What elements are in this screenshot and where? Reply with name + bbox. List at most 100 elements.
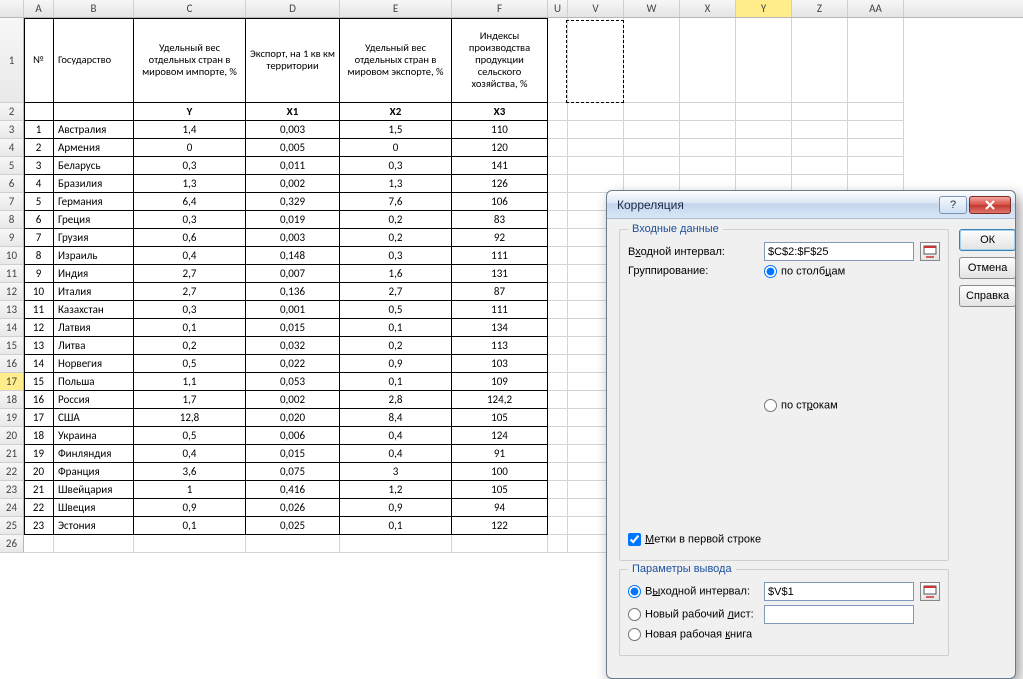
- cell[interactable]: 1,1: [134, 373, 246, 391]
- cell[interactable]: [548, 391, 568, 409]
- cell[interactable]: 1,3: [340, 175, 452, 193]
- cell[interactable]: 0,1: [340, 373, 452, 391]
- cell[interactable]: X2: [340, 103, 452, 121]
- cell[interactable]: 9: [24, 265, 54, 283]
- cell[interactable]: 134: [452, 319, 548, 337]
- cell[interactable]: 0,011: [246, 157, 340, 175]
- cell[interactable]: 1: [134, 481, 246, 499]
- column-header[interactable]: E: [340, 0, 452, 17]
- cell[interactable]: [24, 535, 54, 553]
- cell[interactable]: [548, 445, 568, 463]
- cell[interactable]: [54, 535, 134, 553]
- cell[interactable]: [24, 103, 54, 121]
- cell[interactable]: 0,4: [134, 445, 246, 463]
- cell[interactable]: [548, 481, 568, 499]
- cell[interactable]: 124: [452, 427, 548, 445]
- cell[interactable]: 7: [24, 229, 54, 247]
- cell[interactable]: [792, 121, 848, 139]
- cell[interactable]: Грузия: [54, 229, 134, 247]
- cell[interactable]: 22: [24, 499, 54, 517]
- cell[interactable]: [792, 103, 848, 121]
- cell[interactable]: 0,2: [340, 337, 452, 355]
- cell[interactable]: 0: [340, 139, 452, 157]
- cell[interactable]: [548, 517, 568, 535]
- cell[interactable]: 0,3: [134, 301, 246, 319]
- new-sheet-radio[interactable]: Новый рабочий лист:: [628, 608, 758, 621]
- cell[interactable]: Норвегия: [54, 355, 134, 373]
- cell[interactable]: 122: [452, 517, 548, 535]
- cell[interactable]: 103: [452, 355, 548, 373]
- cell[interactable]: 10: [24, 283, 54, 301]
- row-header[interactable]: 22: [0, 463, 24, 481]
- cell[interactable]: [568, 139, 624, 157]
- cell[interactable]: [548, 121, 568, 139]
- cell[interactable]: Казахстан: [54, 301, 134, 319]
- cell[interactable]: [736, 139, 792, 157]
- cell[interactable]: [736, 121, 792, 139]
- cell[interactable]: 105: [452, 409, 548, 427]
- cell[interactable]: Удельный вес отдельных стран в мировом э…: [340, 18, 452, 103]
- cell[interactable]: Индия: [54, 265, 134, 283]
- cell[interactable]: X3: [452, 103, 548, 121]
- cell[interactable]: 0,9: [134, 499, 246, 517]
- cell[interactable]: 23: [24, 517, 54, 535]
- cell[interactable]: [548, 139, 568, 157]
- cell[interactable]: [568, 121, 624, 139]
- cell[interactable]: 0,032: [246, 337, 340, 355]
- cell[interactable]: 18: [24, 427, 54, 445]
- cell[interactable]: [340, 535, 452, 553]
- cell[interactable]: 0,005: [246, 139, 340, 157]
- cell[interactable]: Бразилия: [54, 175, 134, 193]
- cell[interactable]: 3,6: [134, 463, 246, 481]
- cell[interactable]: [624, 139, 680, 157]
- cell[interactable]: Государство: [54, 18, 134, 103]
- cell[interactable]: 0,5: [134, 427, 246, 445]
- dialog-titlebar[interactable]: Корреляция ?: [607, 191, 1015, 219]
- cell[interactable]: 131: [452, 265, 548, 283]
- cell[interactable]: 6: [24, 211, 54, 229]
- row-header[interactable]: 20: [0, 427, 24, 445]
- cell[interactable]: 1,2: [340, 481, 452, 499]
- column-header[interactable]: V: [568, 0, 624, 17]
- cell[interactable]: 111: [452, 301, 548, 319]
- cell[interactable]: 0,6: [134, 229, 246, 247]
- cell[interactable]: [548, 157, 568, 175]
- cell[interactable]: [548, 337, 568, 355]
- cell[interactable]: [548, 18, 568, 103]
- cell[interactable]: 120: [452, 139, 548, 157]
- cell[interactable]: Италия: [54, 283, 134, 301]
- cell[interactable]: 106: [452, 193, 548, 211]
- row-header[interactable]: 15: [0, 337, 24, 355]
- cell[interactable]: [548, 283, 568, 301]
- cell[interactable]: 17: [24, 409, 54, 427]
- column-header[interactable]: C: [134, 0, 246, 17]
- row-header[interactable]: 24: [0, 499, 24, 517]
- cell[interactable]: 100: [452, 463, 548, 481]
- cell[interactable]: 0,003: [246, 229, 340, 247]
- row-header[interactable]: 8: [0, 211, 24, 229]
- cell[interactable]: 0,136: [246, 283, 340, 301]
- cell[interactable]: [548, 319, 568, 337]
- row-header[interactable]: 12: [0, 283, 24, 301]
- cell[interactable]: 2,7: [340, 283, 452, 301]
- cell[interactable]: [792, 139, 848, 157]
- new-book-radio[interactable]: Новая рабочая книга: [628, 628, 758, 641]
- cell[interactable]: 92: [452, 229, 548, 247]
- cell[interactable]: 20: [24, 463, 54, 481]
- cell[interactable]: 19: [24, 445, 54, 463]
- cell[interactable]: 0,1: [134, 517, 246, 535]
- cell[interactable]: 0,2: [340, 211, 452, 229]
- cell[interactable]: Австралия: [54, 121, 134, 139]
- cell[interactable]: [548, 499, 568, 517]
- cell[interactable]: США: [54, 409, 134, 427]
- row-header[interactable]: 6: [0, 175, 24, 193]
- cell[interactable]: [848, 18, 904, 103]
- row-header[interactable]: 7: [0, 193, 24, 211]
- row-header[interactable]: 10: [0, 247, 24, 265]
- cell[interactable]: [548, 373, 568, 391]
- column-header[interactable]: B: [54, 0, 134, 17]
- row-header[interactable]: 9: [0, 229, 24, 247]
- cell[interactable]: [680, 18, 736, 103]
- cell[interactable]: 2: [24, 139, 54, 157]
- row-header[interactable]: 25: [0, 517, 24, 535]
